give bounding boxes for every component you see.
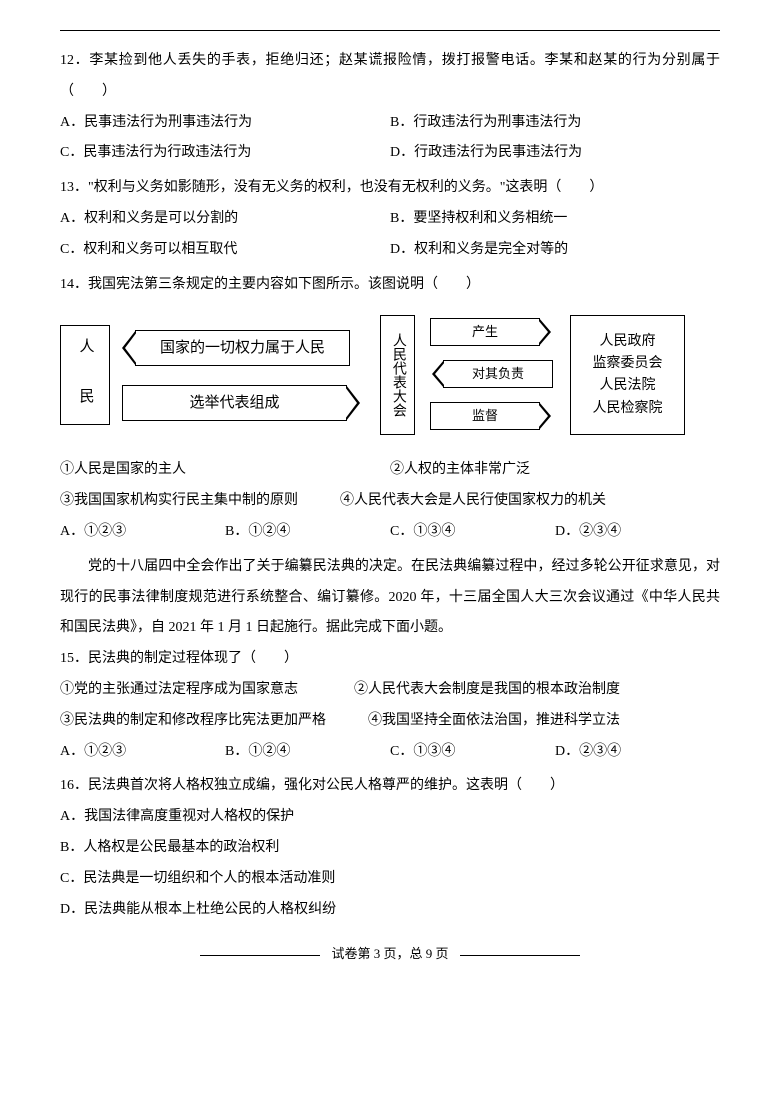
page-footer: 试卷第 3 页，总 9 页	[60, 940, 720, 969]
option-16-b: B．人格权是公民最基本的政治权利	[60, 833, 720, 864]
subitem-14-4: ④人民代表大会是人民行使国家权力的机关	[340, 493, 606, 508]
option-13-a: A．权利和义务是可以分割的	[60, 204, 390, 235]
option-12-d: D．行政违法行为民事违法行为	[390, 138, 720, 169]
option-14-a: A．①②③	[60, 517, 225, 548]
subitem-15-1: ①党的主张通过法定程序成为国家意志	[60, 682, 298, 697]
arrow-produce: 产生	[430, 318, 540, 346]
option-14-d: D．②③④	[555, 517, 720, 548]
diagram-people-label: 人 民	[75, 338, 96, 413]
question-15-options: A．①②③ B．①②④ C．①③④ D．②③④	[60, 737, 720, 768]
arrow-supervise: 监督	[430, 402, 540, 430]
footer-line-right	[460, 955, 580, 956]
option-12-a: A．民事违法行为刑事违法行为	[60, 108, 390, 139]
option-13-d: D．权利和义务是完全对等的	[390, 235, 720, 266]
question-12: 12．李某捡到他人丢失的手表，拒绝归还；赵某谎报险情，拨打报警电话。李某和赵某的…	[60, 46, 720, 169]
question-13-options: A．权利和义务是可以分割的 B．要坚持权利和义务相统一 C．权利和义务可以相互取…	[60, 204, 720, 266]
diagram-npc-label: 人民代表大会	[389, 333, 406, 417]
option-16-d: D．民法典能从根本上杜绝公民的人格权纠纷	[60, 895, 720, 926]
arrow-supervise-label: 监督	[472, 402, 498, 431]
subitem-15-2: ②人民代表大会制度是我国的根本政治制度	[354, 682, 620, 697]
arrow-responsible: 对其负责	[443, 360, 553, 388]
option-12-c: C．民事违法行为行政违法行为	[60, 138, 390, 169]
subitem-15-row1: ①党的主张通过法定程序成为国家意志 ②人民代表大会制度是我国的根本政治制度	[60, 675, 720, 706]
subitem-14-2: ②人权的主体非常广泛	[390, 455, 720, 486]
option-15-a: A．①②③	[60, 737, 225, 768]
subitem-14-3: ③我国国家机构实行民主集中制的原则	[60, 493, 298, 508]
diagram-people-box: 人 民	[60, 325, 110, 425]
question-16-text: 16．民法典首次将人格权独立成编，强化对公民人格尊严的维护。这表明（ ）	[60, 771, 720, 802]
question-14: 14．我国宪法第三条规定的主要内容如下图所示。该图说明（ ） 人 民 国家的一切…	[60, 270, 720, 548]
option-13-c: C．权利和义务可以相互取代	[60, 235, 390, 266]
question-14-text: 14．我国宪法第三条规定的主要内容如下图所示。该图说明（ ）	[60, 270, 720, 301]
question-13: 13．"权利与义务如影随形，没有无义务的权利，也没有无权利的义务。"这表明（ ）…	[60, 173, 720, 265]
arrow-produce-label: 产生	[472, 318, 498, 347]
subitem-14-1: ①人民是国家的主人	[60, 455, 390, 486]
diagram-gov-label: 人民政府 监察委员会 人民法院 人民检察院	[593, 331, 663, 421]
option-14-b: B．①②④	[225, 517, 390, 548]
option-14-c: C．①③④	[390, 517, 555, 548]
passage-civil-code: 党的十八届四中全会作出了关于编纂民法典的决定。在民法典编纂过程中，经过多轮公开征…	[60, 552, 720, 644]
arrow-power-label: 国家的一切权力属于人民	[160, 332, 325, 365]
option-13-b: B．要坚持权利和义务相统一	[390, 204, 720, 235]
question-12-options: A．民事违法行为刑事违法行为 B．行政违法行为刑事违法行为 C．民事违法行为行政…	[60, 108, 720, 170]
question-12-text: 12．李某捡到他人丢失的手表，拒绝归还；赵某谎报险情，拨打报警电话。李某和赵某的…	[60, 46, 720, 108]
question-14-options: A．①②③ B．①②④ C．①③④ D．②③④	[60, 517, 720, 548]
arrow-elect-label: 选举代表组成	[189, 387, 279, 420]
subitem-15-4: ④我国坚持全面依法治国，推进科学立法	[368, 713, 620, 728]
page-number: 试卷第 3 页，总 9 页	[331, 946, 448, 961]
subitem-15-3: ③民法典的制定和修改程序比宪法更加严格	[60, 713, 326, 728]
question-14-subitems: ①人民是国家的主人 ②人权的主体非常广泛	[60, 455, 720, 486]
top-divider	[60, 30, 720, 31]
diagram-gov-box: 人民政府 监察委员会 人民法院 人民检察院	[570, 315, 685, 435]
option-12-b: B．行政违法行为刑事违法行为	[390, 108, 720, 139]
arrow-elect: 选举代表组成	[122, 385, 347, 421]
diagram-constitution: 人 民 国家的一切权力属于人民 选举代表组成 人民代表大会 产生 对其负责 监督…	[60, 310, 700, 440]
footer-line-left	[200, 955, 320, 956]
option-15-c: C．①③④	[390, 737, 555, 768]
question-15: 15．民法典的制定过程体现了（ ） ①党的主张通过法定程序成为国家意志 ②人民代…	[60, 644, 720, 767]
option-15-b: B．①②④	[225, 737, 390, 768]
arrow-power-belongs: 国家的一切权力属于人民	[135, 330, 350, 366]
subitem-15-row2: ③民法典的制定和修改程序比宪法更加严格 ④我国坚持全面依法治国，推进科学立法	[60, 706, 720, 737]
subitem-14-row2: ③我国国家机构实行民主集中制的原则 ④人民代表大会是人民行使国家权力的机关	[60, 486, 720, 517]
question-13-text: 13．"权利与义务如影随形，没有无义务的权利，也没有无权利的义务。"这表明（ ）	[60, 173, 720, 204]
diagram-npc-box: 人民代表大会	[380, 315, 415, 435]
question-15-text: 15．民法典的制定过程体现了（ ）	[60, 644, 720, 675]
option-16-a: A．我国法律高度重视对人格权的保护	[60, 802, 720, 833]
question-16: 16．民法典首次将人格权独立成编，强化对公民人格尊严的维护。这表明（ ） A．我…	[60, 771, 720, 925]
option-15-d: D．②③④	[555, 737, 720, 768]
option-16-c: C．民法典是一切组织和个人的根本活动准则	[60, 864, 720, 895]
arrow-responsible-label: 对其负责	[472, 360, 524, 389]
